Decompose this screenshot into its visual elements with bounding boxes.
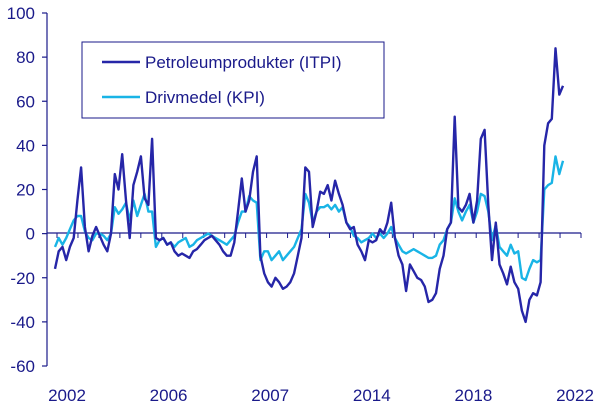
x-tick-label: 2014: [353, 386, 391, 405]
y-tick-label: 0: [26, 225, 35, 244]
y-tick-label: -40: [10, 313, 35, 332]
series-line-drivmedel-kpi: [53, 155, 565, 282]
legend: Petroleumprodukter (ITPI) Drivmedel (KPI…: [81, 41, 385, 119]
y-tick-label: -60: [10, 357, 35, 376]
x-tick-label: 2006: [150, 386, 188, 405]
y-tick-label: -20: [10, 269, 35, 288]
legend-label-kpi: Drivmedel (KPI): [145, 88, 265, 107]
x-axis: 2002 2006 2007 2014 2018 2022: [47, 232, 594, 405]
x-tick-label: 2007: [251, 386, 289, 405]
y-tick-label: 20: [16, 181, 35, 200]
series-line-petroleumprodukter-itpi: [53, 47, 565, 324]
x-tick-label: 2022: [556, 386, 594, 405]
x-tick-label: 2002: [48, 386, 86, 405]
y-axis: -60 -40 -20 0 20 40 60 80 100: [7, 4, 48, 376]
legend-label-itpi: Petroleumprodukter (ITPI): [145, 53, 342, 72]
legend-box: [81, 41, 385, 119]
series-layer: [53, 47, 565, 324]
y-ticks: -60 -40 -20 0 20 40 60 80 100: [7, 4, 47, 376]
y-tick-label: 100: [7, 4, 35, 23]
x-ticks: 2002 2006 2007 2014 2018 2022: [48, 233, 594, 405]
y-tick-label: 60: [16, 92, 35, 111]
y-tick-label: 40: [16, 136, 35, 155]
y-tick-label: 80: [16, 48, 35, 67]
x-tick-label: 2018: [454, 386, 492, 405]
